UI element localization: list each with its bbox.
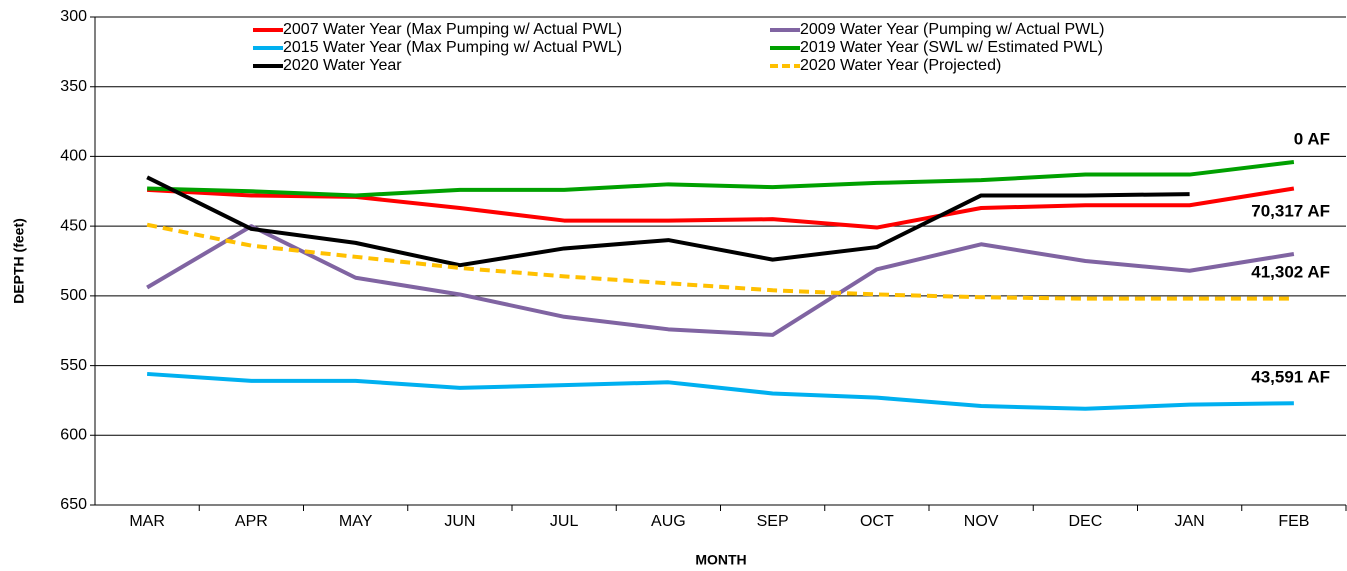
x-tick-label: JUN [444, 513, 475, 530]
y-tick-label: 550 [60, 357, 87, 374]
series-line [146, 371, 1294, 411]
y-tick-label: 350 [60, 78, 87, 95]
legend-label: 2020 Water Year [283, 57, 402, 74]
series-line [146, 224, 1295, 337]
series-line [147, 160, 1295, 198]
series-line [146, 222, 1294, 301]
x-tick-label: MAY [339, 513, 373, 530]
y-tick-label: 600 [60, 427, 87, 444]
annotation: 41,302 AF [1251, 262, 1330, 281]
x-tick-label: NOV [964, 513, 999, 530]
y-tick-label: 450 [60, 217, 87, 234]
annotation: 70,317 AF [1251, 201, 1330, 220]
x-tick-label: AUG [651, 513, 686, 530]
x-tick-label: JUL [550, 513, 579, 530]
legend-label: 2007 Water Year (Max Pumping w/ Actual P… [283, 21, 622, 38]
y-tick-label: 650 [60, 496, 87, 513]
legend-label: 2019 Water Year (SWL w/ Estimated PWL) [800, 39, 1103, 56]
x-tick-label: OCT [860, 513, 894, 530]
annotation: 0 AF [1294, 129, 1330, 148]
y-tick-label: 400 [60, 148, 87, 165]
legend-label: 2015 Water Year (Max Pumping w/ Actual P… [283, 39, 622, 56]
x-tick-label: DEC [1068, 513, 1102, 530]
y-tick-label: 300 [60, 8, 87, 25]
legend-label: 2020 Water Year (Projected) [800, 57, 1001, 74]
x-tick-label: SEP [757, 513, 789, 530]
x-tick-label: JAN [1175, 513, 1205, 530]
x-axis-title: MONTH [695, 552, 746, 568]
legend-label: 2009 Water Year (Pumping w/ Actual PWL) [800, 21, 1104, 38]
annotation: 43,591 AF [1251, 367, 1330, 386]
series-line [146, 175, 1190, 268]
y-axis-title: DEPTH (feet) [11, 218, 27, 304]
x-tick-label: MAR [129, 513, 165, 530]
y-tick-label: 500 [60, 287, 87, 304]
x-tick-label: APR [235, 513, 268, 530]
x-tick-label: FEB [1278, 513, 1309, 530]
